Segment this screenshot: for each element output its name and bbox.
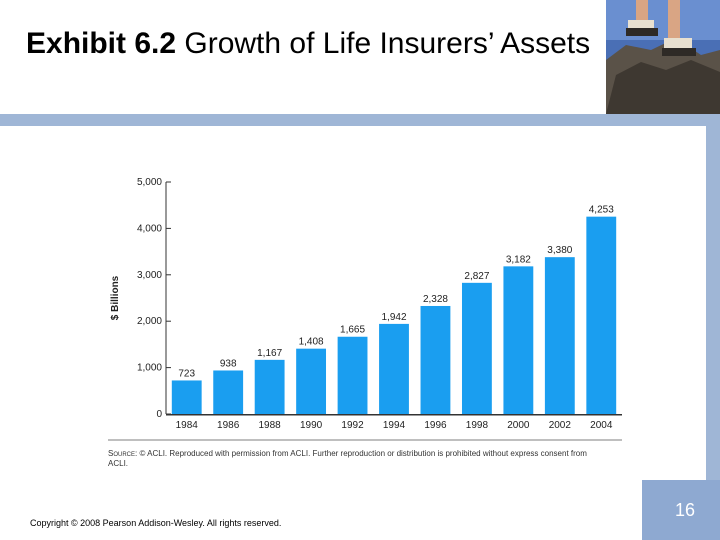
bar bbox=[296, 348, 327, 414]
bar-value-label: 2,328 bbox=[423, 294, 448, 305]
bar bbox=[503, 266, 534, 414]
y-tick-label: 3,000 bbox=[137, 270, 162, 281]
bar bbox=[337, 336, 368, 414]
bar bbox=[420, 305, 451, 414]
x-tick-label: 1988 bbox=[259, 420, 282, 431]
bar bbox=[379, 323, 409, 414]
right-strip bbox=[706, 126, 720, 480]
source-note: Source: © ACLI. Reproduced with permissi… bbox=[108, 449, 588, 469]
x-tick-label: 1998 bbox=[466, 420, 489, 431]
hiker-photo bbox=[606, 0, 720, 114]
copyright-text: Copyright © 2008 Pearson Addison-Wesley.… bbox=[30, 518, 282, 528]
bar-value-label: 3,182 bbox=[506, 254, 531, 265]
x-tick-label: 1986 bbox=[217, 420, 240, 431]
bar bbox=[254, 359, 285, 414]
x-tick-label: 1996 bbox=[424, 420, 447, 431]
bar-value-label: 4,253 bbox=[589, 205, 614, 216]
title-text: Growth of Life Insurers’ Assets bbox=[176, 27, 591, 60]
y-tick-label: 5,000 bbox=[137, 177, 162, 188]
x-tick-label: 1984 bbox=[176, 420, 199, 431]
x-tick-label: 2002 bbox=[549, 420, 572, 431]
bar bbox=[544, 257, 575, 414]
y-tick-label: 0 bbox=[156, 409, 162, 420]
bar-value-label: 1,665 bbox=[340, 325, 365, 336]
bar-value-label: 1,942 bbox=[381, 312, 406, 323]
source-text: © ACLI. Reproduced with permission from … bbox=[108, 449, 587, 468]
bar-value-label: 1,167 bbox=[257, 348, 282, 359]
x-tick-label: 2004 bbox=[590, 420, 613, 431]
x-tick-label: 1994 bbox=[383, 420, 406, 431]
chart-svg: 0 1,000 2,000 3,000 4,000 5,000 $ Billions 723 1… bbox=[108, 177, 622, 441]
bar-value-label: 3,380 bbox=[547, 245, 572, 256]
slide-title: Exhibit 6.2 Growth of Life Insurers’ Ass… bbox=[26, 24, 596, 64]
hiker-image bbox=[606, 0, 720, 114]
bar-value-label: 1,408 bbox=[299, 337, 324, 348]
x-tick-label: 1992 bbox=[341, 420, 364, 431]
bar bbox=[213, 370, 244, 414]
bar-value-label: 723 bbox=[178, 368, 195, 379]
y-axis-label: $ Billions bbox=[110, 275, 121, 320]
y-tick-label: 1,000 bbox=[137, 363, 162, 374]
source-label: Source: bbox=[108, 449, 138, 458]
page-number: 16 bbox=[674, 499, 696, 520]
bar-chart: 0 1,000 2,000 3,000 4,000 5,000 $ Billions 723 1… bbox=[100, 168, 640, 478]
y-tick-label: 2,000 bbox=[137, 316, 162, 327]
title-exhibit: Exhibit 6.2 bbox=[26, 27, 177, 60]
x-axis-line bbox=[166, 414, 622, 416]
x-tick-label: 1990 bbox=[300, 420, 323, 431]
bar bbox=[171, 380, 202, 414]
bar-value-label: 2,827 bbox=[464, 271, 489, 282]
y-tick-label: 4,000 bbox=[137, 223, 162, 234]
x-tick-label: 2000 bbox=[507, 420, 530, 431]
bar bbox=[586, 216, 617, 414]
bar-value-label: 938 bbox=[220, 358, 237, 369]
header-band bbox=[0, 114, 720, 126]
page-number-box: 16 bbox=[642, 480, 720, 540]
bar bbox=[461, 282, 492, 414]
